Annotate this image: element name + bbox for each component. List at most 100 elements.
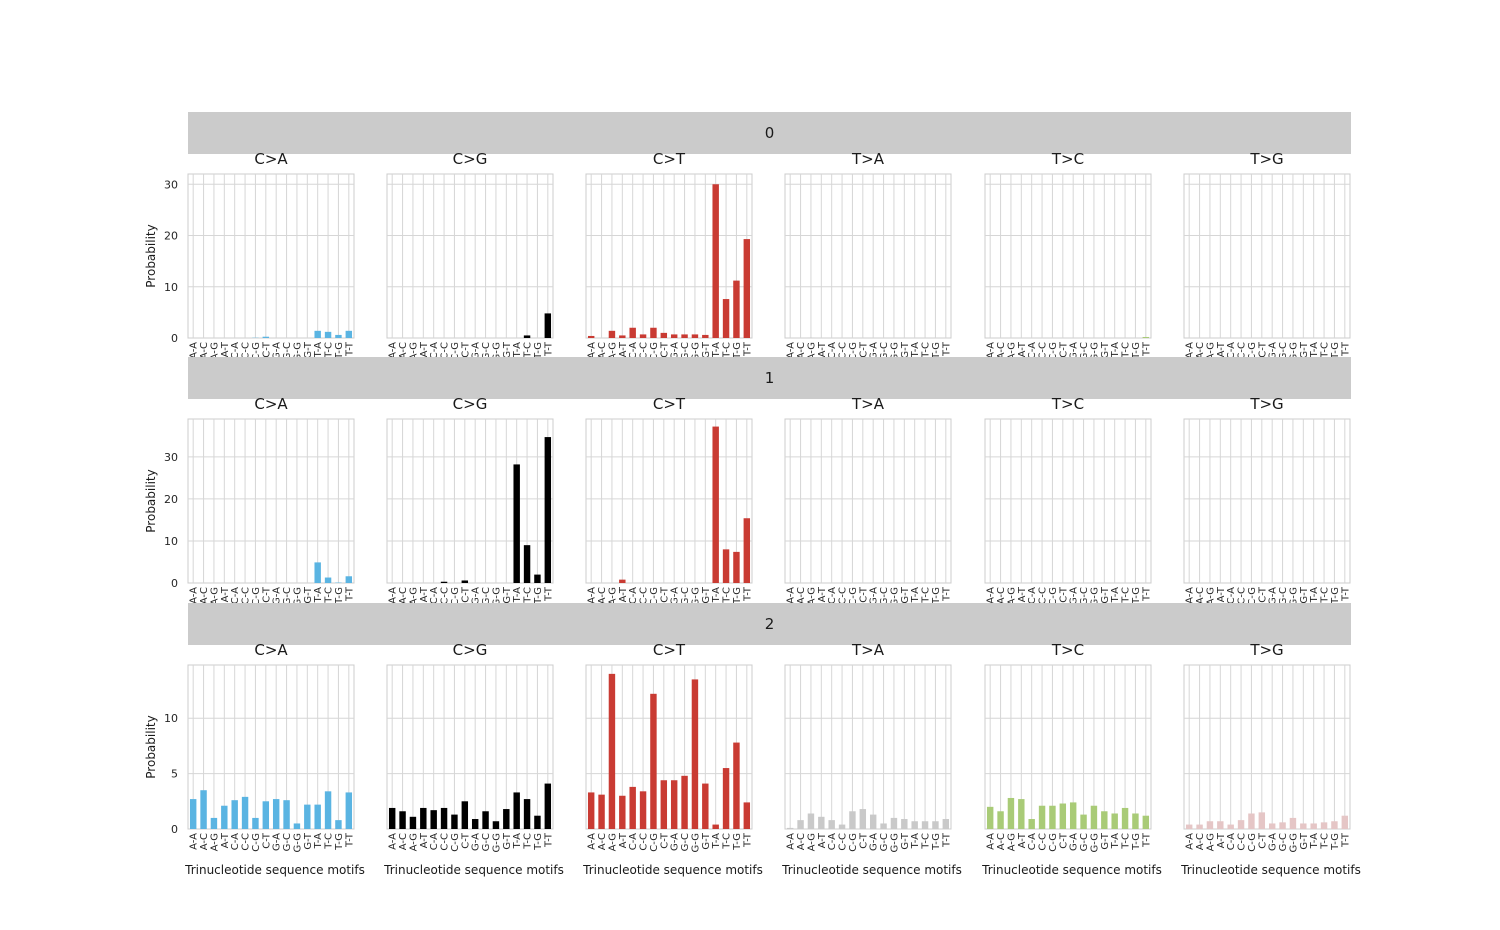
x-tick-label: C-G xyxy=(251,587,262,606)
bar-c-to-a-g-a xyxy=(272,799,280,829)
bar-c-to-a-g-c xyxy=(283,800,290,829)
x-tick-label: A-G xyxy=(209,833,220,851)
x-tick-label: C-G xyxy=(848,587,859,606)
bar-c-to-g-t-g xyxy=(534,815,541,829)
bar-c-to-a-c-a xyxy=(231,800,238,829)
x-tick-label: A-A xyxy=(1185,587,1196,604)
x-tick-label: C-G xyxy=(1048,342,1059,361)
x-tick-label: T-T xyxy=(1340,586,1351,602)
x-tick-label: C-C xyxy=(1237,833,1248,851)
x-tick-label: A-C xyxy=(398,587,409,604)
x-tick-label: G-C xyxy=(1278,833,1289,851)
x-tick-label: A-A xyxy=(587,587,598,604)
x-tick-label: G-T xyxy=(303,586,314,603)
x-tick-label: G-T xyxy=(1100,341,1111,358)
bar-t-to-a-a-g xyxy=(807,813,815,829)
bar-t-to-g-g-a xyxy=(1268,823,1276,829)
x-tick-label: C-T xyxy=(1257,341,1268,358)
x-tick-label: T-C xyxy=(1320,587,1331,604)
bar-c-to-a-t-a xyxy=(314,330,321,338)
x-tick-label: G-G xyxy=(292,587,303,606)
x-tick-label: A-A xyxy=(986,833,997,850)
bar-c-to-t-c-a xyxy=(629,786,636,829)
bar-c-to-t-c-c xyxy=(639,334,647,338)
bar-t-to-g-g-g xyxy=(1289,817,1297,829)
y-tick-label: 20 xyxy=(164,493,178,506)
x-tick-label: A-G xyxy=(408,587,419,605)
bar-c-to-a-a-a xyxy=(189,799,197,829)
x-tick-label: T-T xyxy=(543,586,554,602)
x-tick-label: A-T xyxy=(220,586,231,602)
x-tick-label: C-T xyxy=(659,586,670,603)
x-tick-label: T-A xyxy=(313,833,324,850)
x-tick-label: A-G xyxy=(607,833,618,851)
bar-c-to-t-g-t xyxy=(702,783,709,829)
x-tick-label: T-T xyxy=(941,586,952,602)
x-tick-label: C-C xyxy=(838,342,849,360)
x-axis-label: Trinucleotide sequence motifs xyxy=(582,863,763,877)
x-tick-label: C-C xyxy=(639,342,650,360)
facet-strip-label: 1 xyxy=(765,369,775,387)
x-tick-label: T-C xyxy=(921,587,932,604)
x-tick-label: A-C xyxy=(796,833,807,850)
x-tick-label: G-A xyxy=(272,833,283,851)
x-tick-label: T-G xyxy=(1330,833,1341,851)
plot-area xyxy=(1183,173,1351,339)
x-tick-label: G-G xyxy=(690,342,701,361)
x-tick-label: G-C xyxy=(680,587,691,605)
bar-t-to-g-a-t xyxy=(1217,821,1224,829)
x-tick-label: G-T xyxy=(900,341,911,358)
bar-t-to-a-c-c xyxy=(838,824,846,829)
x-tick-label: C-C xyxy=(1038,833,1049,851)
bar-c-to-a-t-g xyxy=(335,334,342,338)
x-tick-label: C-C xyxy=(440,342,451,360)
panel-title: T>G xyxy=(1249,641,1283,659)
x-tick-label: C-A xyxy=(230,342,241,359)
bar-c-to-t-g-c xyxy=(681,334,688,338)
facet-strip xyxy=(188,357,1351,399)
panel-title: C>A xyxy=(254,641,288,659)
x-tick-label: A-T xyxy=(1017,341,1028,357)
x-tick-label: A-G xyxy=(806,833,817,851)
x-tick-label: T-C xyxy=(324,342,335,359)
bar-c-to-t-t-a xyxy=(712,426,719,583)
x-tick-label: A-C xyxy=(796,587,807,604)
bar-c-to-g-g-g xyxy=(492,821,500,829)
x-tick-label: G-G xyxy=(292,342,303,361)
x-tick-label: T-C xyxy=(523,587,534,604)
x-tick-label: T-C xyxy=(722,342,733,359)
panel-t-to-g: T>GA-A A-C A-G A-T C-A C-C C-G C-T G-A G-C G-G G-T T… xyxy=(1183,395,1351,606)
plot-area xyxy=(386,173,554,339)
x-tick-label: A-T xyxy=(618,586,629,602)
x-tick-label: A-C xyxy=(796,342,807,359)
x-tick-label: G-C xyxy=(680,833,691,851)
x-tick-label: C-C xyxy=(1038,587,1049,605)
x-tick-label: G-A xyxy=(272,342,283,360)
bar-t-to-g-a-a xyxy=(1185,824,1193,829)
x-tick-label: G-T xyxy=(701,586,712,603)
x-tick-label: T-A xyxy=(1309,587,1320,604)
x-axis-label: Trinucleotide sequence motifs xyxy=(383,863,564,877)
x-tick-label: T-G xyxy=(533,833,544,851)
panel-title: T>C xyxy=(1051,150,1084,168)
x-tick-label: A-C xyxy=(1195,587,1206,604)
panel-title: C>G xyxy=(453,150,488,168)
x-tick-label: T-A xyxy=(512,833,523,850)
bar-c-to-t-t-c xyxy=(722,549,730,583)
bar-c-to-t-t-c xyxy=(722,299,730,338)
x-tick-label: A-G xyxy=(1205,587,1216,605)
bar-t-to-g-g-c xyxy=(1279,822,1286,829)
x-tick-label: C-T xyxy=(460,341,471,358)
bar-t-to-g-c-a xyxy=(1227,824,1234,829)
x-tick-label: G-T xyxy=(502,341,513,358)
x-tick-label: T-C xyxy=(1320,342,1331,359)
x-axis-label: Trinucleotide sequence motifs xyxy=(781,863,962,877)
x-tick-label: G-G xyxy=(889,587,900,606)
x-tick-label: C-C xyxy=(639,833,650,851)
bar-t-to-a-g-a xyxy=(869,814,877,829)
x-tick-label: G-G xyxy=(491,833,502,852)
x-tick-label: G-G xyxy=(1288,342,1299,361)
bar-t-to-a-a-c xyxy=(797,820,804,829)
panel-c-to-a: C>AA-A A-C A-G A-T C-A C-C C-G C-T G-A G-C G-G G-T T… xyxy=(187,150,355,361)
